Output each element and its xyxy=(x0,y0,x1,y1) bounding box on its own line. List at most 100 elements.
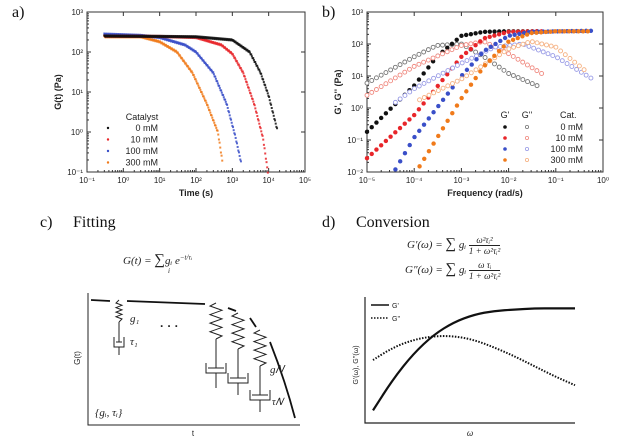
plot-a-data-point xyxy=(144,37,147,40)
plot-b-gprime-point xyxy=(445,91,451,96)
plot-a-data-point xyxy=(223,46,226,49)
plot-a-data-point xyxy=(142,37,145,40)
plot-b-gprime-point xyxy=(534,30,539,35)
plot-b-gprime-point xyxy=(482,29,488,35)
plot-b-gdoubleprime-point xyxy=(559,58,565,64)
plot-a-data-point xyxy=(214,75,217,78)
plot-b-gprime-point xyxy=(538,30,544,35)
plot-a-data-point xyxy=(194,78,197,81)
plot-a-data-point xyxy=(220,89,223,92)
plot-b-gdoubleprime-point xyxy=(407,66,412,72)
plot-a-data-point xyxy=(195,80,198,83)
plot-b-gprime-point xyxy=(492,53,497,59)
plot-a-data-point xyxy=(214,77,217,80)
plot-a-data-point xyxy=(224,98,227,101)
plot-a-data-point xyxy=(229,117,232,120)
eq1-frac: ω²τᵢ² 1 + ω²τᵢ² xyxy=(468,235,501,256)
plot-b-y-axis-label: G', G'' (Pa) xyxy=(333,70,343,115)
plot-a-data-point xyxy=(195,51,198,54)
plot-a-data-point xyxy=(258,122,261,125)
plot-a-data-point xyxy=(160,37,163,40)
plot-a-data-point xyxy=(232,126,235,129)
plot-a-data-point xyxy=(110,35,113,38)
plot-a-data-point xyxy=(248,50,251,53)
plot-b-gprime-point xyxy=(543,29,548,35)
plot-b-gprime-point xyxy=(510,37,516,42)
plot-b-gdoubleprime-point xyxy=(373,75,379,81)
plot-a-data-point xyxy=(191,71,194,74)
plot-d: G'(ω), G''(ω) ω G' G'' xyxy=(353,297,576,438)
plot-a-data-point xyxy=(242,72,245,75)
plot-a-data-point xyxy=(205,40,208,43)
plot-a-data-point xyxy=(177,42,180,45)
plot-a-data-point xyxy=(180,56,183,59)
plot-a-data-point xyxy=(201,39,204,42)
plot-a-y-tick-label: 10⁻¹ xyxy=(67,168,83,177)
plot-b-gdoubleprime-point xyxy=(539,41,545,47)
plot-b-gprime-point xyxy=(412,134,417,140)
plot-a-data-point xyxy=(179,43,182,46)
plot-b-axes-frame xyxy=(366,11,604,173)
plot-a-data-point xyxy=(216,129,219,132)
plot-a-data-point xyxy=(184,62,187,65)
plot-b-gprime-point xyxy=(421,101,426,106)
eq1-lhs: G′(ω) = xyxy=(407,239,443,252)
plot-b-gprime-point xyxy=(426,116,431,121)
plot-a-data-point xyxy=(218,141,221,144)
plot-a-data-point xyxy=(235,142,238,145)
plot-b-gprime-point xyxy=(529,30,534,36)
plot-b-legend-label: 100 mM xyxy=(550,144,583,154)
plot-a-data-point xyxy=(182,36,185,39)
plot-b-gdoubleprime-point xyxy=(373,87,379,92)
plot-a-data-point xyxy=(243,75,246,78)
plot-a-data-point xyxy=(234,40,237,43)
plot-a-data-point xyxy=(204,63,207,66)
plot-a-data-point xyxy=(258,70,261,73)
plot-a-data-point xyxy=(189,69,192,72)
plot-a-data-point xyxy=(132,35,135,38)
plot-a-data-point xyxy=(248,51,251,54)
plot-a-data-point xyxy=(178,54,181,57)
plot-a-y-tick-label: 10² xyxy=(71,48,83,57)
plot-a-data-point xyxy=(164,36,167,39)
plot-b-gprime-point xyxy=(479,51,484,57)
plot-b-gdoubleprime-point xyxy=(454,45,460,51)
plot-a-data-point xyxy=(184,36,187,39)
plot-b-gprime-point xyxy=(576,29,581,34)
plot-b-gdoubleprime-point xyxy=(444,49,450,55)
plot-b-gdoubleprime-point xyxy=(506,51,512,57)
plot-b-gdoubleprime-point xyxy=(588,75,594,81)
panel-d-title: Conversion xyxy=(356,214,430,231)
plot-b-gprime-point xyxy=(557,29,563,34)
plot-a-data-point xyxy=(264,86,267,89)
plot-b-gprime-point xyxy=(454,37,459,42)
plot-b-gdoubleprime-point xyxy=(440,51,445,57)
plot-a-data-point xyxy=(185,63,188,66)
plot-b-gprime-point xyxy=(482,63,488,68)
plot-b-gprime-point xyxy=(417,164,422,169)
plot-b-gdoubleprime-point xyxy=(411,54,417,60)
plot-a-data-point xyxy=(253,103,256,106)
plot-a-data-point xyxy=(222,94,225,97)
plot-a-data-point xyxy=(192,36,195,39)
plot-a-data-point xyxy=(192,48,195,51)
plot-a-data-point xyxy=(260,72,263,75)
plot-a-data-point xyxy=(266,92,269,95)
plot-b-gprime-point xyxy=(388,134,393,139)
plot-a-data-point xyxy=(168,36,171,39)
plot-a-data-point xyxy=(196,52,199,55)
plot-b-gprime-point xyxy=(487,29,492,34)
plot-b-gdoubleprime-point xyxy=(525,40,531,46)
plot-b-gprime-point xyxy=(426,148,432,154)
plot-a-data-point xyxy=(260,133,263,136)
plot-c-curve-segment xyxy=(227,307,237,312)
plot-b-gdoubleprime-point xyxy=(440,42,446,48)
plot-b-gdoubleprime-point xyxy=(464,73,470,79)
plot-a-data-point xyxy=(231,124,234,127)
plot-b-gprime-point xyxy=(450,110,455,116)
plot-a-legend-label: 100 mM xyxy=(125,146,158,156)
plot-a-data-point xyxy=(267,94,270,97)
plot-b-gdoubleprime-point xyxy=(562,52,568,58)
plot-b-gdoubleprime-point xyxy=(564,61,570,67)
plot-a-data-point xyxy=(234,136,237,139)
